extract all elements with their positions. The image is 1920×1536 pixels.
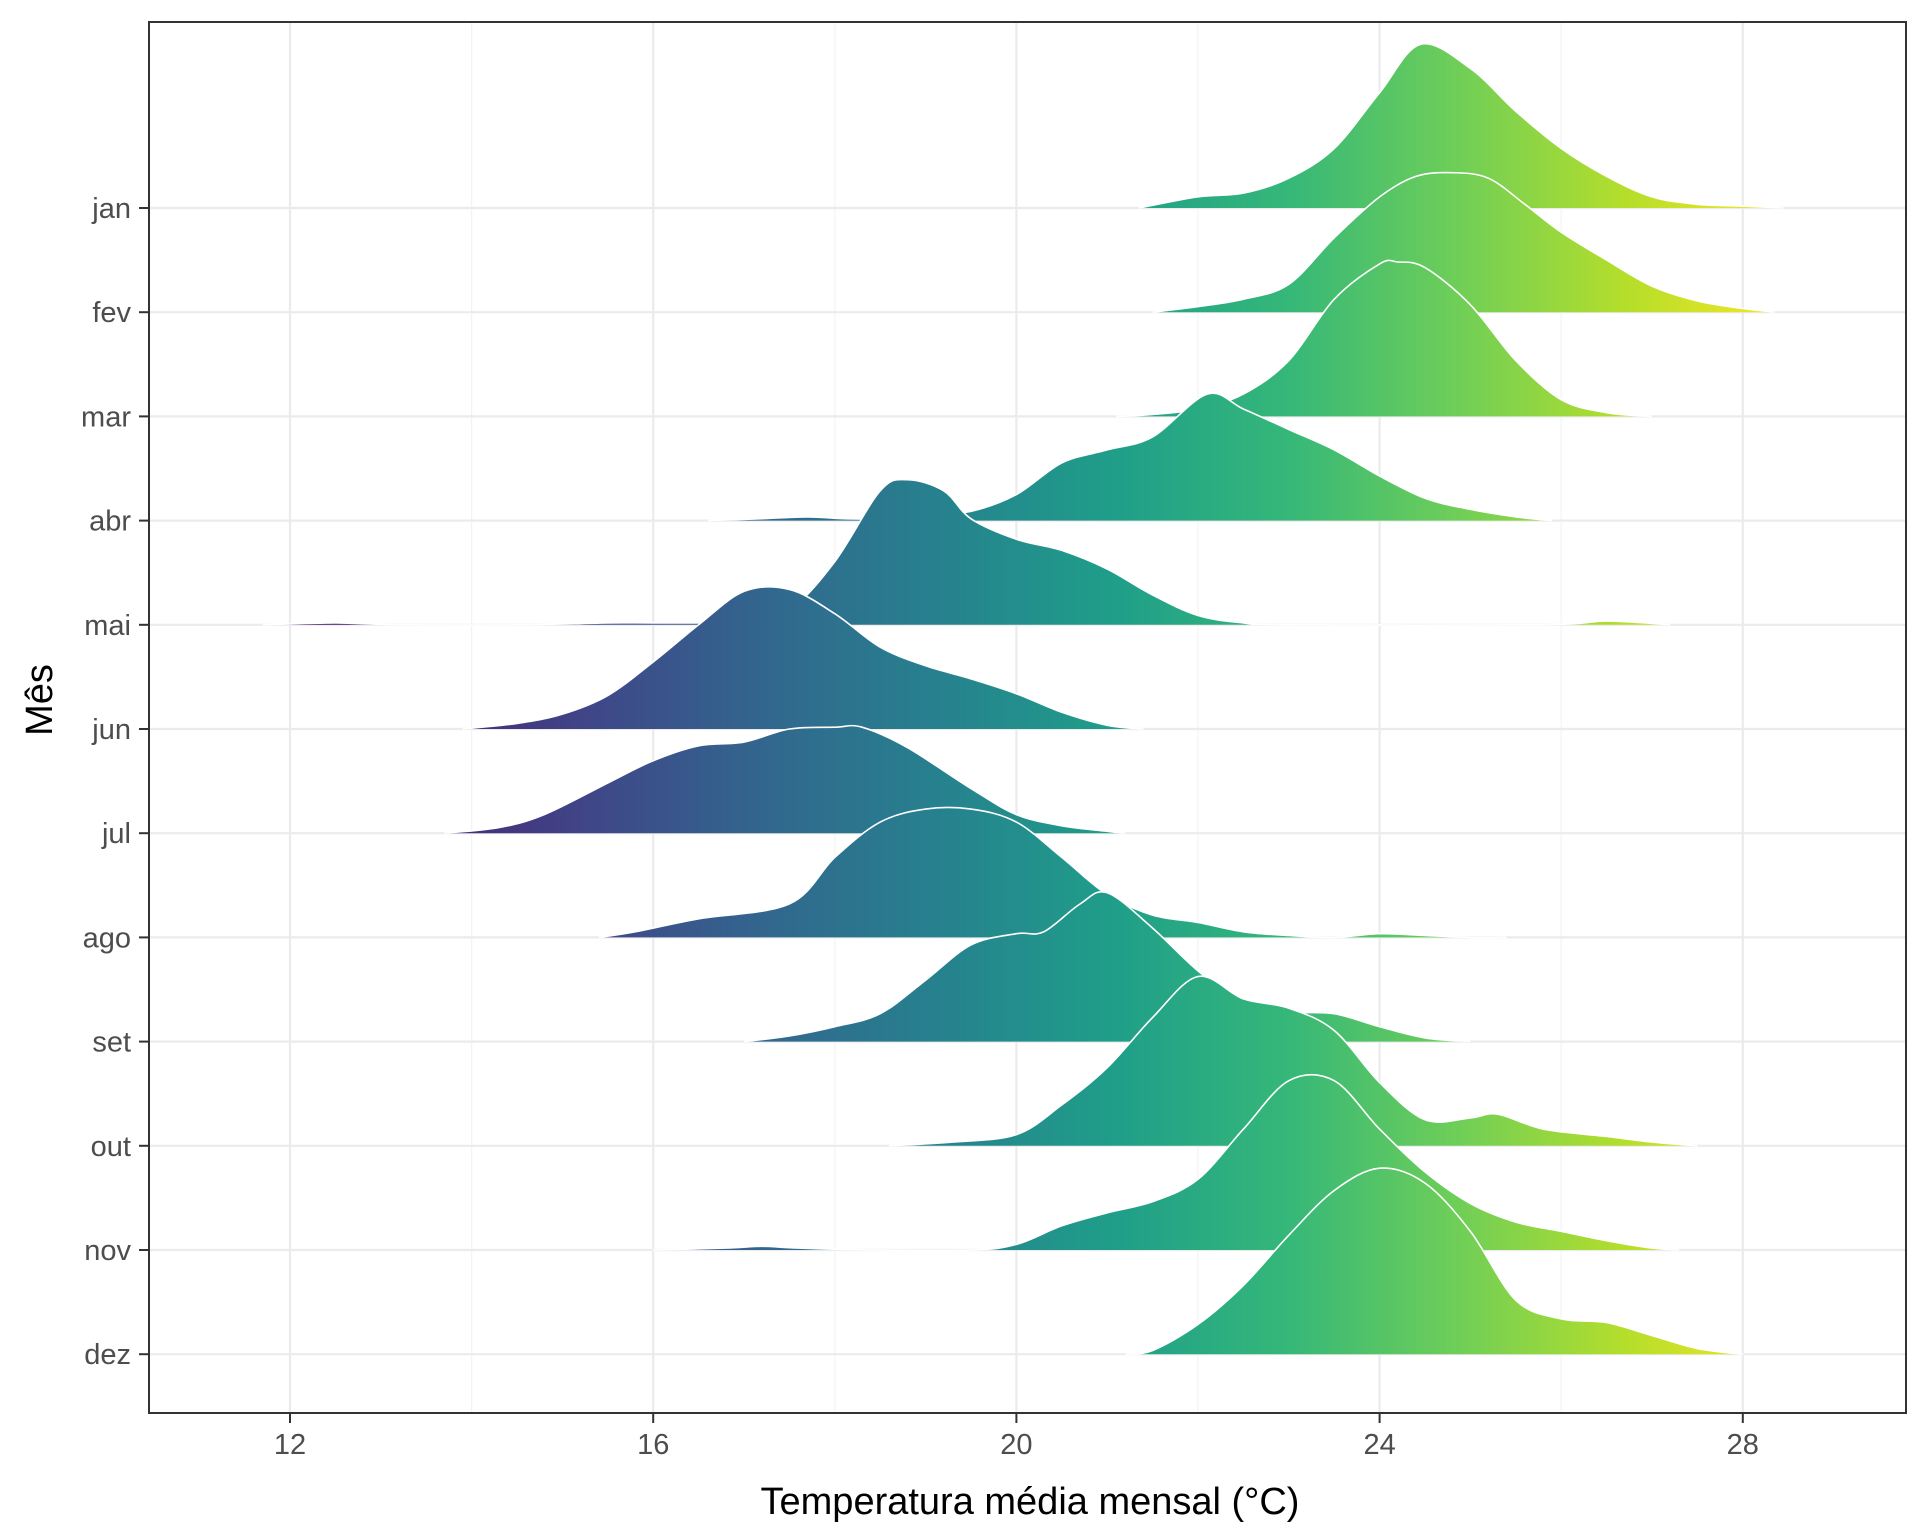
ridge-jun [462,586,1144,730]
ridge-mai [262,478,1671,626]
ridge-area-mai [262,479,1671,626]
ridge-area-out [889,976,1698,1146]
y-tick-label-fev: fev [92,297,131,329]
x-axis-ticks: 12 16 20 24 28 [274,1413,1759,1461]
ridge-outline-nov [653,1073,1680,1252]
y-tick-label-out: out [91,1131,131,1163]
x-axis-title: Temperatura média mensal (°C) [761,1481,1300,1523]
x-tick-label: 28 [1727,1429,1759,1461]
panel-border [148,21,1907,1414]
y-axis-ticks: jan fev mar abr mai jun jul ago set out nov dez [81,193,149,1371]
y-tick-label-jan: jan [91,193,131,225]
ridge-area-jan [1139,43,1784,209]
ridge-jul [444,724,1126,834]
ridge-dez [1125,1167,1743,1355]
y-tick-label-abr: abr [89,506,131,538]
ridge-area-mar [1116,260,1652,417]
ridge-outline-ago [598,806,1507,939]
y-tick-label-jul: jul [101,818,131,850]
ridge-area-fev [1152,172,1775,313]
ridge-area-set [744,891,1471,1042]
ridge-set [743,891,1471,1043]
ridge-outline-jun [462,586,1144,730]
y-tick-label-set: set [92,1027,131,1059]
ridge-outline-fev [1152,171,1775,313]
y-tick-label-mar: mar [81,401,131,433]
y-tick-label-nov: nov [84,1235,131,1267]
ridge-outline-jan [1138,42,1784,209]
ridge-out [889,975,1698,1147]
ridge-fev [1152,171,1775,313]
ridge-outline-dez [1125,1167,1743,1355]
ridge-outline-abr [707,392,1553,522]
ridge-area-dez [1125,1168,1743,1355]
ridge-outline-mai [262,478,1671,626]
y-axis-title: Mês [19,664,61,736]
ridge-area-jul [444,725,1126,834]
ridge-ago [598,806,1507,939]
x-tick-label: 12 [274,1429,306,1461]
ridge-jan [1138,42,1784,209]
x-tick-label: 20 [1000,1429,1032,1461]
y-tick-label-dez: dez [84,1339,131,1371]
ridges [262,42,1784,1355]
ridge-area-ago [598,807,1507,938]
ridge-area-abr [707,393,1553,521]
x-tick-label: 24 [1363,1429,1395,1461]
y-tick-label-ago: ago [83,922,131,954]
y-tick-label-mai: mai [84,610,131,642]
x-tick-label: 16 [637,1429,669,1461]
ridge-outline-jul [444,724,1126,834]
ridge-abr [707,392,1553,522]
ridge-area-jun [462,586,1144,729]
ridge-outline-out [889,975,1698,1147]
y-tick-label-jun: jun [91,714,131,746]
ridge-outline-set [743,891,1471,1043]
